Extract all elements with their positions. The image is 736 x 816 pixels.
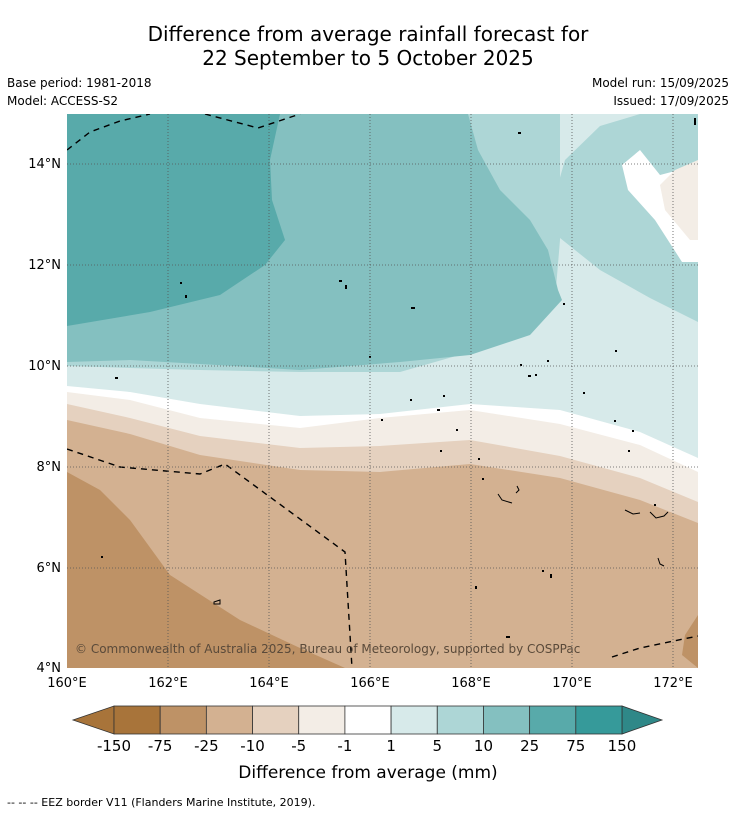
meta-right: Model run: 15/09/2025 Issued: 17/09/2025: [592, 74, 729, 110]
contour-near-normal-east: [660, 160, 698, 240]
colorbar-segment: [575, 705, 623, 735]
colorbar-extend-low: [71, 705, 115, 735]
lon-label: 168°E: [451, 676, 491, 691]
colorbar-title: Difference from average (mm): [238, 763, 497, 783]
gridlines: [67, 114, 698, 668]
eez-borders: [67, 114, 698, 668]
contour-dry-strong: [67, 472, 345, 668]
lat-label: 14°N: [28, 157, 61, 172]
copyright-notice: © Commonwealth of Australia 2025, Bureau…: [75, 642, 580, 656]
colorbar-segment: [113, 705, 161, 735]
title-line-2: 22 September to 5 October 2025: [202, 46, 534, 70]
chart-title: Difference from average rainfall forecas…: [0, 22, 736, 70]
eez-legend: -- -- -- EEZ border V11 (Flanders Marine…: [7, 796, 316, 809]
colorbar-extend-high: [621, 705, 664, 735]
lon-label: 162°E: [148, 676, 188, 691]
issued-date: Issued: 17/09/2025: [613, 94, 729, 108]
title-line-1: Difference from average rainfall forecas…: [147, 22, 589, 46]
contour-wet-very-high: [67, 114, 285, 326]
colorbar-tick-label: -5: [291, 737, 306, 755]
lon-label: 160°E: [47, 676, 87, 691]
lon-label: 170°E: [552, 676, 592, 691]
island-outlines: [213, 485, 669, 605]
meta-left: Base period: 1981-2018 Model: ACCESS-S2: [7, 74, 152, 110]
colorbar-segment: [252, 705, 300, 735]
model-run: Model run: 15/09/2025: [591, 76, 729, 90]
rainfall-contours: © Commonwealth of Australia 2025, Bureau…: [67, 114, 698, 668]
colorbar-segment: [436, 705, 484, 735]
longitude-axis: 160°E 162°E 164°E 166°E 168°E 170°E 172°…: [47, 676, 693, 691]
colorbar-segment: [159, 705, 207, 735]
lat-label: 12°N: [28, 258, 61, 273]
colorbar-segment: [205, 705, 253, 735]
colorbar-tick-label: -25: [194, 737, 219, 755]
eez-border-se: [611, 635, 698, 658]
eez-border-sw: [67, 448, 353, 668]
colorbar-tick-label: 75: [566, 737, 585, 755]
lon-label: 172°E: [653, 676, 693, 691]
contour-dry-strong-east: [682, 615, 698, 668]
colorbar-tick-label: 5: [432, 737, 442, 755]
colorbar-segment: [344, 705, 392, 735]
colorbar-segment: [483, 705, 531, 735]
colorbar-tick-label: -10: [240, 737, 265, 755]
colorbar-segment: [298, 705, 346, 735]
colorbar: -150 -75 -25 -10 -5 -1 1 5 10 25 75 150 Difference …: [71, 705, 664, 783]
colorbar-tick-label: -150: [97, 737, 131, 755]
colorbar-tick-label: 25: [520, 737, 539, 755]
islands: [101, 118, 696, 638]
lat-label: 4°N: [37, 661, 62, 676]
colorbar-tick-label: 150: [608, 737, 637, 755]
eez-border-nw: [67, 114, 151, 151]
colorbar-tick-label: 1: [386, 737, 396, 755]
colorbar-segment: [390, 705, 438, 735]
lat-label: 10°N: [28, 359, 61, 374]
colorbar-tick-label: -75: [148, 737, 173, 755]
colorbar-tick-label: -1: [337, 737, 352, 755]
lat-label: 8°N: [37, 460, 62, 475]
latitude-axis: 14°N 12°N 10°N 8°N 6°N 4°N: [28, 157, 61, 676]
colorbar-segments: [113, 705, 623, 735]
lat-label: 6°N: [37, 561, 62, 576]
model-name: Model: ACCESS-S2: [7, 94, 119, 108]
colorbar-segment: [529, 705, 577, 735]
colorbar-tick-label: 10: [474, 737, 493, 755]
lon-label: 164°E: [249, 676, 289, 691]
base-period: Base period: 1981-2018: [7, 76, 152, 90]
lon-label: 166°E: [350, 676, 390, 691]
colorbar-labels: -150 -75 -25 -10 -5 -1 1 5 10 25 75 150: [97, 737, 636, 755]
